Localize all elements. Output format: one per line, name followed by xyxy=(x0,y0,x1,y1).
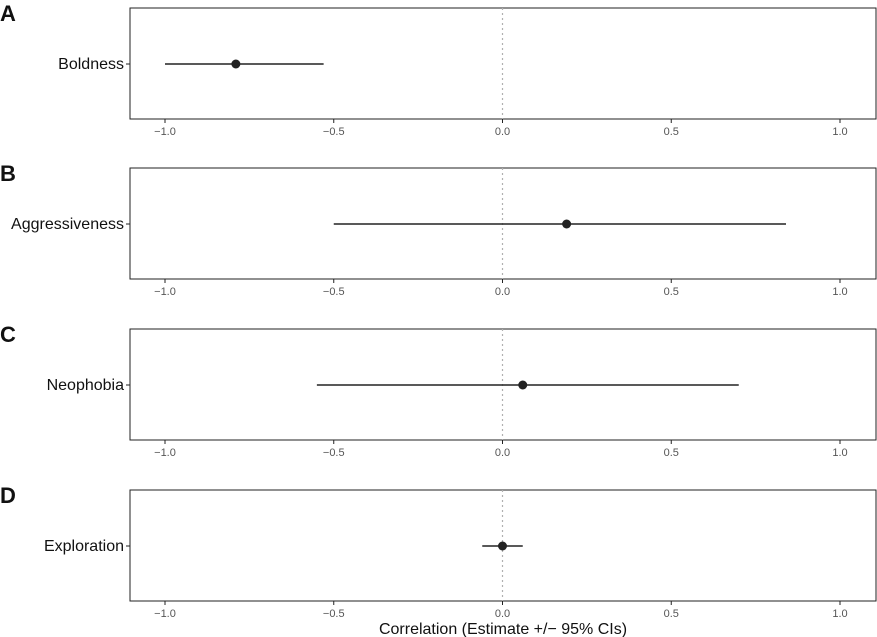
panel-b: B Aggressiveness −1.0 −0.5 0.0 0.5 1.0 xyxy=(0,161,877,298)
panel-letter: A xyxy=(0,1,16,26)
x-tick-label: −0.5 xyxy=(323,608,345,620)
x-axis-title: Correlation (Estimate +/− 95% CIs) xyxy=(379,621,627,637)
x-tick-label: 0.5 xyxy=(664,286,679,298)
x-tick-label: 0.5 xyxy=(664,608,679,620)
x-tick-label: −1.0 xyxy=(154,126,176,138)
x-tick-label: −0.5 xyxy=(323,126,345,138)
x-tick-label: 1.0 xyxy=(832,447,847,459)
x-tick-label: 0.0 xyxy=(495,447,510,459)
panel-a: A Boldness −1.0 −0.5 0.0 0.5 1.0 xyxy=(0,1,877,138)
x-tick-label: 0.5 xyxy=(664,126,679,138)
category-label: Boldness xyxy=(58,56,124,73)
panel-letter: B xyxy=(0,161,16,186)
estimate-point xyxy=(518,380,528,390)
category-label: Neophobia xyxy=(47,377,125,394)
x-tick-label: 0.0 xyxy=(495,286,510,298)
category-label: Aggressiveness xyxy=(11,216,124,233)
x-tick-label: −1.0 xyxy=(154,608,176,620)
category-label: Exploration xyxy=(44,538,124,555)
x-tick-label: 1.0 xyxy=(832,126,847,138)
estimate-point xyxy=(562,219,572,229)
x-tick-label: 0.5 xyxy=(664,447,679,459)
x-tick-label: −1.0 xyxy=(154,447,176,459)
panel-letter: D xyxy=(0,483,16,508)
estimate-point xyxy=(498,541,507,551)
estimate-point xyxy=(231,59,241,69)
x-tick-label: −1.0 xyxy=(154,286,176,298)
x-tick-label: 0.0 xyxy=(495,126,510,138)
panel-c: C Neophobia −1.0 −0.5 0.0 0.5 1.0 xyxy=(0,322,877,459)
x-tick-label: −0.5 xyxy=(323,286,345,298)
x-tick-label: 0.0 xyxy=(495,608,510,620)
panel-d: D Exploration −1.0 −0.5 0.0 0.5 1.0 Correlation… xyxy=(0,483,877,637)
x-tick-label: 1.0 xyxy=(832,286,847,298)
panel-letter: C xyxy=(0,322,16,347)
x-tick-label: 1.0 xyxy=(832,608,847,620)
x-tick-label: −0.5 xyxy=(323,447,345,459)
